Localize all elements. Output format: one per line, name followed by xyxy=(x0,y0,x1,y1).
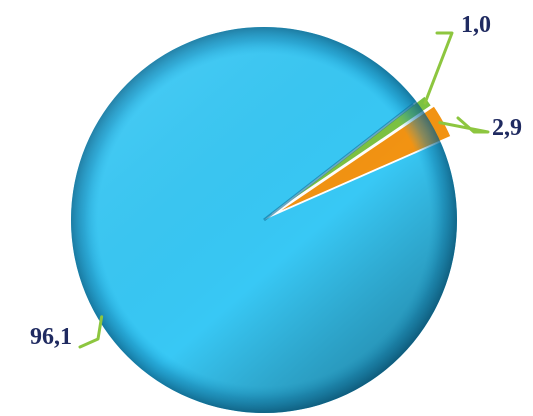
data-label-2-9: 2,9 xyxy=(492,115,522,141)
leader-line-1-0 xyxy=(423,31,454,105)
data-label-96-1: 96,1 xyxy=(30,324,72,350)
leader-line-2-9 xyxy=(438,116,490,134)
data-label-1-0: 1,0 xyxy=(461,12,491,38)
leader-line-96-1 xyxy=(78,315,104,349)
pie-seam xyxy=(263,102,415,222)
